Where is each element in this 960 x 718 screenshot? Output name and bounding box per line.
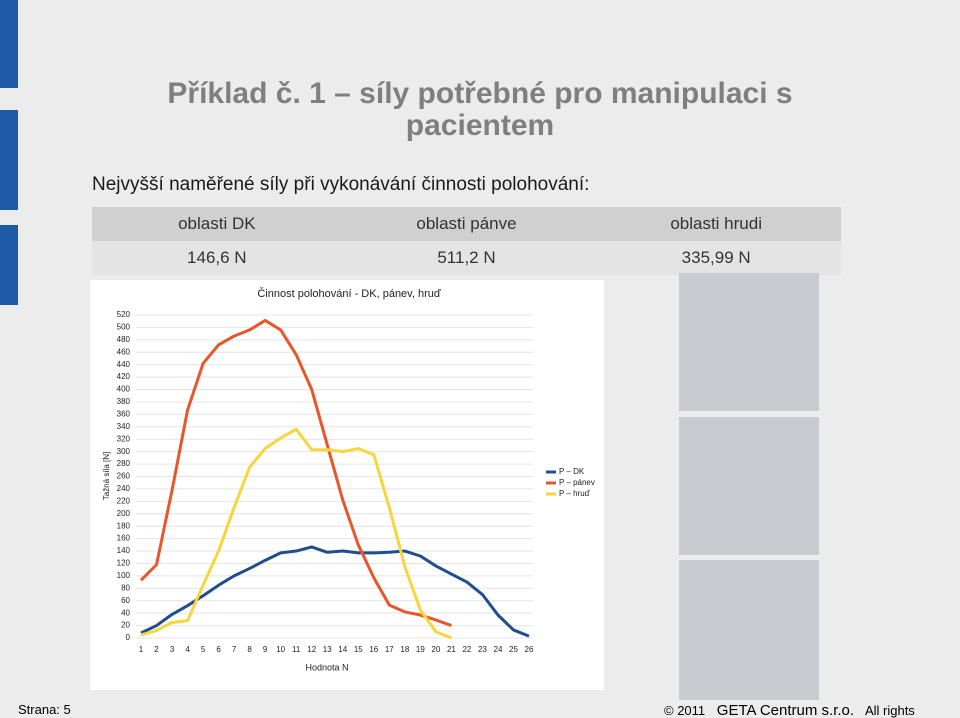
- x-tick-label: 26: [525, 645, 534, 654]
- y-tick-label: 300: [117, 447, 131, 456]
- x-tick-label: 2: [154, 645, 159, 654]
- x-tick-label: 18: [400, 645, 409, 654]
- x-tick-label: 15: [354, 645, 363, 654]
- y-tick-label: 360: [117, 409, 131, 418]
- y-tick-label: 440: [117, 360, 131, 369]
- y-tick-label: 320: [117, 434, 131, 443]
- copyright: © 2011: [664, 703, 706, 718]
- table-header: oblasti pánve: [341, 207, 592, 241]
- y-tick-label: 420: [117, 372, 131, 381]
- y-tick-label: 20: [121, 621, 130, 630]
- chart: Činnost polohování - DK, pánev, hruď Hod…: [102, 287, 595, 672]
- company: GETA Centrum s.r.o.: [716, 702, 855, 718]
- x-tick-label: 17: [385, 645, 394, 654]
- y-tick-label: 80: [121, 583, 130, 592]
- y-tick-label: 40: [121, 608, 130, 617]
- x-tick-label: 24: [494, 645, 503, 654]
- table-cell: 335,99 N: [591, 241, 841, 275]
- decor-bar: [0, 110, 18, 210]
- y-tick-label: 160: [117, 534, 131, 543]
- chart-box: Činnost polohování - DK, pánev, hruď Hod…: [90, 280, 604, 690]
- x-tick-label: 14: [338, 645, 347, 654]
- table-header: oblasti hrudi: [591, 207, 841, 241]
- series-line: [140, 427, 452, 640]
- table-header: oblasti DK: [92, 207, 342, 241]
- x-tick-label: 16: [369, 645, 378, 654]
- x-tick-label: 13: [323, 645, 332, 654]
- y-tick-label: 100: [117, 571, 131, 580]
- x-tick-label: 6: [216, 645, 221, 654]
- x-axis-label: Hodnota N: [305, 662, 348, 672]
- x-tick-label: 11: [292, 645, 301, 654]
- x-tick-label: 5: [201, 645, 206, 654]
- photo: [679, 417, 819, 555]
- y-tick-label: 200: [117, 509, 131, 518]
- x-tick-label: 23: [478, 645, 487, 654]
- series-line: [139, 318, 452, 627]
- y-tick-label: 480: [117, 335, 131, 344]
- legend-label: P – hruď: [559, 489, 590, 498]
- y-tick-label: 500: [117, 323, 131, 332]
- slide-title: Příklad č. 1 – síly potřebné pro manipul…: [167, 77, 793, 142]
- y-tick-label: 0: [126, 633, 131, 642]
- x-tick-label: 8: [247, 645, 252, 654]
- decor-bar: [0, 225, 18, 305]
- x-tick-label: 19: [416, 645, 425, 654]
- x-tick-label: 3: [170, 645, 175, 654]
- x-tick-label: 25: [509, 645, 518, 654]
- x-tick-label: 9: [263, 645, 268, 654]
- photo: [679, 273, 819, 411]
- y-tick-label: 260: [117, 472, 131, 481]
- y-tick-label: 460: [117, 347, 131, 356]
- y-tick-label: 220: [117, 496, 131, 505]
- y-tick-label: 380: [117, 397, 131, 406]
- chart-title: Činnost polohování - DK, pánev, hruď: [257, 287, 441, 300]
- y-tick-label: 340: [117, 422, 131, 431]
- subtitle: Nejvyšší naměřené síly při vykonávání či…: [92, 174, 590, 195]
- series-line: [140, 545, 530, 638]
- x-tick-label: 10: [276, 645, 285, 654]
- rights: All rights reserved: [864, 703, 915, 718]
- table-cell: 511,2 N: [341, 241, 592, 275]
- y-tick-label: 180: [117, 521, 131, 530]
- legend-label: P – DK: [559, 467, 585, 476]
- y-tick-label: 400: [117, 385, 131, 394]
- x-tick-label: 4: [185, 645, 190, 654]
- y-tick-label: 60: [121, 596, 130, 605]
- y-tick-label: 140: [117, 546, 131, 555]
- footer: © 2011 GETA Centrum s.r.o. All rights re…: [664, 702, 960, 718]
- page-number: Strana: 5: [18, 702, 71, 717]
- x-tick-label: 7: [232, 645, 237, 654]
- x-tick-label: 20: [431, 645, 440, 654]
- y-tick-label: 520: [117, 310, 131, 319]
- x-tick-label: 22: [462, 645, 471, 654]
- y-tick-label: 240: [117, 484, 131, 493]
- decor-bar: [0, 0, 18, 88]
- y-tick-label: 120: [117, 559, 131, 568]
- x-tick-label: 1: [139, 645, 144, 654]
- force-table: oblasti DK oblasti pánve oblasti hrudi 146…: [92, 207, 841, 275]
- y-axis-label: Tažná síla [N]: [102, 452, 111, 500]
- table-cell: 146,6 N: [92, 241, 342, 275]
- x-tick-label: 12: [307, 645, 316, 654]
- y-tick-label: 280: [117, 459, 131, 468]
- x-tick-label: 21: [447, 645, 456, 654]
- photo: [679, 560, 819, 700]
- legend-label: P – pánev: [559, 478, 595, 487]
